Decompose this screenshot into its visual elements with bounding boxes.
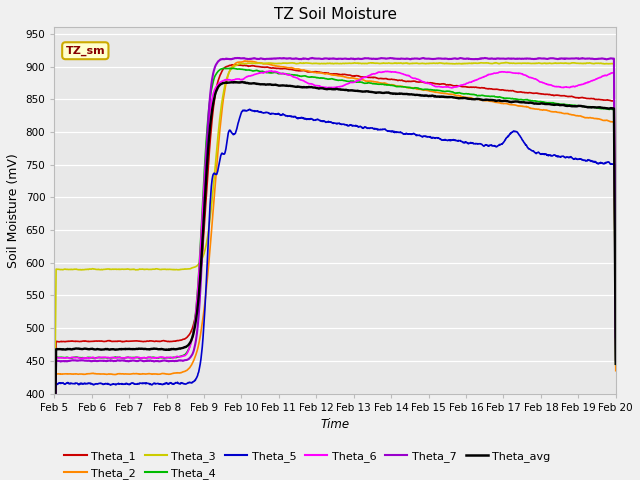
Theta_4	[563, 102, 570, 108]
Theta_7	[207, 86, 214, 92]
Theta_3	[351, 60, 359, 66]
Theta_7	[351, 56, 359, 62]
Theta_6	[268, 68, 275, 73]
X-axis label: Time: Time	[321, 418, 349, 431]
Theta_5	[207, 190, 214, 196]
Theta_5	[364, 125, 371, 131]
Theta_1	[578, 95, 586, 100]
Title: TZ Soil Moisture: TZ Soil Moisture	[273, 7, 397, 22]
Theta_7	[578, 56, 586, 61]
Theta_6	[612, 342, 620, 348]
Legend: Theta_1, Theta_2, Theta_3, Theta_4, Theta_5, Theta_6, Theta_7, Theta_avg: Theta_1, Theta_2, Theta_3, Theta_4, Thet…	[60, 447, 555, 480]
Theta_avg	[239, 79, 246, 85]
Theta_4	[499, 95, 506, 101]
Theta_avg	[351, 88, 359, 94]
Theta_5	[246, 107, 253, 112]
Theta_6	[364, 73, 371, 79]
Theta_avg	[612, 361, 620, 367]
Theta_4	[578, 103, 586, 109]
Theta_1	[612, 357, 620, 362]
Theta_3	[612, 337, 620, 343]
Line: Theta_6: Theta_6	[54, 71, 616, 480]
Theta_2	[563, 110, 570, 116]
Theta_2	[578, 114, 586, 120]
Theta_avg	[207, 117, 214, 122]
Theta_1	[351, 73, 359, 79]
Theta_2	[364, 78, 371, 84]
Theta_1	[364, 74, 371, 80]
Theta_6	[207, 102, 214, 108]
Line: Theta_1: Theta_1	[54, 65, 616, 480]
Theta_1	[207, 131, 214, 136]
Theta_7	[481, 55, 488, 61]
Theta_2	[241, 58, 249, 64]
Text: TZ_sm: TZ_sm	[65, 46, 105, 56]
Theta_avg	[364, 88, 371, 94]
Theta_6	[563, 84, 570, 90]
Theta_5	[351, 123, 359, 129]
Theta_3	[502, 60, 510, 65]
Theta_2	[499, 100, 506, 106]
Theta_2	[207, 237, 214, 242]
Theta_1	[563, 93, 570, 99]
Line: Theta_3: Theta_3	[54, 62, 616, 449]
Theta_4	[612, 361, 620, 367]
Theta_3	[578, 60, 586, 66]
Theta_5	[499, 141, 506, 146]
Theta_4	[207, 90, 214, 96]
Theta_4	[351, 79, 359, 84]
Theta_5	[563, 154, 570, 160]
Theta_7	[364, 55, 371, 61]
Line: Theta_5: Theta_5	[54, 109, 616, 480]
Theta_3	[563, 60, 570, 66]
Theta_3	[51, 446, 58, 452]
Theta_3	[207, 209, 214, 215]
Theta_2	[351, 76, 359, 82]
Theta_1	[228, 62, 236, 68]
Theta_5	[612, 358, 620, 364]
Line: Theta_4: Theta_4	[54, 68, 616, 480]
Theta_6	[351, 79, 359, 84]
Theta_7	[612, 335, 620, 340]
Theta_4	[230, 65, 237, 71]
Theta_6	[499, 69, 506, 74]
Theta_avg	[578, 103, 586, 109]
Theta_5	[578, 156, 586, 162]
Theta_2	[612, 368, 620, 373]
Theta_7	[499, 56, 506, 61]
Theta_avg	[499, 98, 506, 104]
Theta_3	[499, 60, 506, 66]
Theta_3	[364, 60, 371, 66]
Line: Theta_avg: Theta_avg	[54, 82, 616, 480]
Theta_4	[364, 80, 371, 86]
Line: Theta_7: Theta_7	[54, 58, 616, 480]
Theta_avg	[563, 103, 570, 109]
Y-axis label: Soil Moisture (mV): Soil Moisture (mV)	[7, 153, 20, 268]
Theta_7	[563, 56, 570, 61]
Theta_6	[578, 82, 586, 87]
Line: Theta_2: Theta_2	[54, 61, 616, 480]
Theta_1	[499, 87, 506, 93]
